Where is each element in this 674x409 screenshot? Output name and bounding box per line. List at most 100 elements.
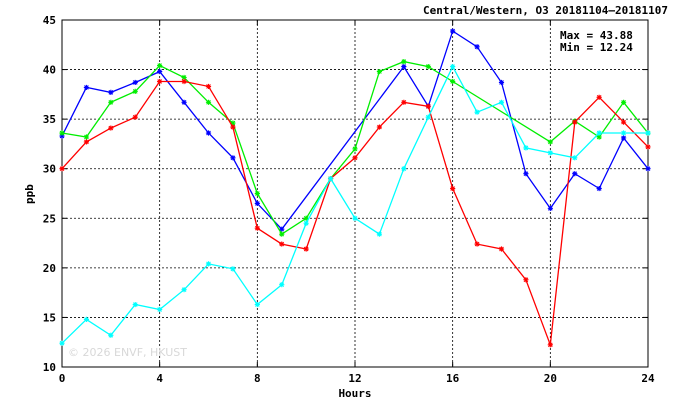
- y-tick-label: 25: [43, 212, 56, 225]
- data-point-marker: [572, 171, 578, 177]
- data-point-marker: [620, 99, 627, 105]
- data-point-marker: [523, 145, 529, 151]
- x-tick-label: 0: [59, 372, 66, 385]
- data-point-marker: [59, 340, 65, 346]
- data-point-marker: [547, 205, 553, 211]
- data-point-marker: [303, 215, 309, 221]
- data-point-marker: [645, 130, 651, 136]
- series-group: [59, 63, 651, 346]
- series-group: [59, 28, 651, 232]
- data-point-marker: [205, 83, 212, 90]
- data-point-marker: [205, 99, 212, 105]
- data-point-marker: [523, 171, 529, 177]
- y-axis-label: ppb: [23, 184, 36, 204]
- y-tick-label: 45: [43, 14, 56, 27]
- data-point-marker: [108, 89, 114, 95]
- data-point-marker: [157, 68, 163, 75]
- data-point-marker: [498, 79, 505, 86]
- data-point-marker: [547, 150, 553, 156]
- data-point-marker: [401, 166, 407, 172]
- data-point-marker: [401, 63, 407, 70]
- grid-lines: [62, 20, 648, 367]
- data-point-marker: [279, 226, 285, 232]
- data-point-marker: [425, 114, 431, 120]
- y-tick-label: 30: [43, 163, 56, 176]
- data-point-marker: [596, 130, 602, 136]
- y-tick-label: 20: [43, 262, 56, 275]
- data-point-marker: [352, 146, 358, 152]
- min-label: Min = 12.24: [560, 41, 633, 54]
- data-point-marker: [352, 155, 358, 161]
- data-point-marker: [205, 130, 212, 136]
- data-point-marker: [498, 246, 505, 252]
- data-point-marker: [523, 277, 529, 283]
- data-point-marker: [59, 130, 65, 136]
- y-tick-label: 15: [43, 311, 56, 324]
- data-point-marker: [279, 282, 285, 288]
- data-point-marker: [572, 119, 578, 125]
- watermark: © 2026 ENVF, HKUST: [68, 346, 187, 359]
- series-group: [59, 59, 651, 237]
- data-point-marker: [474, 109, 480, 115]
- data-point-marker: [596, 134, 602, 140]
- max-label: Max = 43.88: [560, 29, 633, 42]
- series-layer: [59, 28, 651, 348]
- data-point-marker: [59, 166, 65, 172]
- data-point-marker: [108, 99, 114, 105]
- data-point-marker: [254, 225, 260, 231]
- data-point-marker: [450, 28, 456, 34]
- data-point-marker: [401, 99, 407, 105]
- data-point-marker: [230, 124, 236, 130]
- data-point-marker: [376, 124, 383, 130]
- data-point-marker: [132, 79, 138, 86]
- data-point-marker: [425, 103, 431, 109]
- chart-title: Central/Western, O3 20181104–20181107: [423, 4, 668, 17]
- data-point-marker: [132, 114, 138, 120]
- data-point-marker: [303, 220, 309, 226]
- data-point-marker: [254, 200, 260, 207]
- x-tick-label: 4: [156, 372, 163, 385]
- data-point-marker: [205, 261, 212, 267]
- data-point-marker: [645, 166, 651, 172]
- x-tick-label: 24: [641, 372, 655, 385]
- data-point-marker: [108, 125, 114, 131]
- data-point-marker: [181, 78, 187, 85]
- data-point-marker: [620, 135, 627, 141]
- x-axis-label: Hours: [338, 387, 371, 400]
- data-point-marker: [620, 119, 627, 125]
- x-tick-label: 12: [348, 372, 361, 385]
- data-point-marker: [474, 44, 480, 50]
- data-point-marker: [108, 332, 114, 338]
- data-point-marker: [425, 63, 431, 70]
- data-point-marker: [83, 316, 90, 323]
- data-point-marker: [572, 155, 578, 161]
- data-point-marker: [230, 155, 236, 161]
- x-tick-label: 8: [254, 372, 261, 385]
- data-point-marker: [279, 241, 285, 247]
- data-point-marker: [352, 215, 358, 221]
- data-point-marker: [254, 301, 260, 308]
- data-point-marker: [376, 68, 383, 75]
- data-point-marker: [181, 99, 187, 105]
- data-point-marker: [157, 306, 163, 313]
- data-point-marker: [547, 342, 553, 348]
- x-tick-label: 20: [544, 372, 557, 385]
- data-point-marker: [132, 88, 138, 94]
- data-point-marker: [645, 144, 651, 150]
- data-point-marker: [279, 231, 285, 237]
- data-point-marker: [596, 94, 602, 100]
- data-point-marker: [303, 246, 309, 252]
- data-point-marker: [620, 130, 627, 136]
- y-tick-label: 35: [43, 113, 56, 126]
- data-point-marker: [83, 139, 90, 145]
- data-point-marker: [181, 74, 187, 81]
- data-point-marker: [59, 133, 65, 139]
- data-point-marker: [181, 287, 187, 293]
- y-tick-label: 40: [43, 64, 56, 77]
- data-point-marker: [376, 231, 383, 237]
- data-point-marker: [132, 301, 138, 308]
- axis-ticks: 0 4 8 12 16 20 24 10 15 20 25 30 35 40 45: [43, 14, 655, 385]
- data-point-marker: [157, 63, 163, 69]
- data-point-marker: [83, 84, 90, 91]
